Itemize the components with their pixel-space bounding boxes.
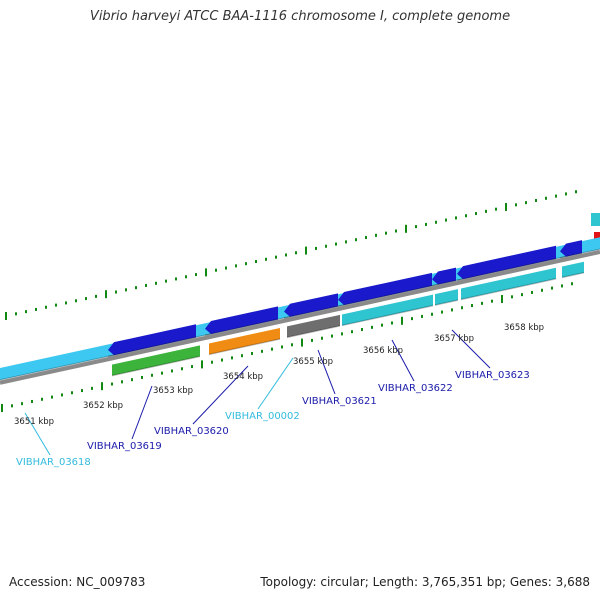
gene-labels: VIBHAR_03618 VIBHAR_03619 VIBHAR_03620 VIBH… xyxy=(16,370,530,468)
cds-block-orange-edge xyxy=(208,338,281,356)
cds-block-gray xyxy=(287,314,340,338)
cds-block-teal-3 xyxy=(461,267,556,300)
gene-arrow-6 xyxy=(457,245,556,280)
cds-block-teal-top xyxy=(591,213,600,226)
gene-arrow-7 xyxy=(560,240,582,257)
gene-label-1: VIBHAR_03618 xyxy=(16,457,91,468)
cds-block-teal-4 xyxy=(562,261,584,278)
gene-arrow-4-edge xyxy=(337,285,433,308)
cds-block-gray-edge xyxy=(286,325,341,339)
label-leader-lines xyxy=(24,329,491,456)
scale-label-2: 3652 kbp xyxy=(83,401,123,411)
gene-arrow-4 xyxy=(338,272,432,306)
cds-block-teal-3-edge xyxy=(460,278,557,301)
gene-label-4: VIBHAR_00002 xyxy=(225,411,300,422)
cds-block-orange xyxy=(209,327,280,355)
gene-arrow-1 xyxy=(108,324,196,356)
gene-label-7: VIBHAR_03623 xyxy=(455,370,530,381)
gene-label-3: VIBHAR_03620 xyxy=(154,426,229,437)
gene-label-2: VIBHAR_03619 xyxy=(87,441,162,452)
cds-block-teal-2-edge xyxy=(434,299,459,306)
scale-label-7: 3657 kbp xyxy=(434,334,474,344)
gene-arrow-1-edge xyxy=(107,336,197,358)
map-title: Vibrio harveyi ATCC BAA-1116 chromosome … xyxy=(89,9,511,24)
gene-arrow-7-edge xyxy=(559,252,583,259)
scale-labels: 3651 kbp 3652 kbp 3653 kbp 3654 kbp 3655 kbp… xyxy=(14,323,544,427)
accession-text: Accession: NC_009783 xyxy=(9,575,146,589)
gene-arrow-5 xyxy=(432,267,456,285)
gene-arrow-2 xyxy=(205,306,278,335)
cds-block-teal-1-edge xyxy=(341,304,434,327)
leader-line-1 xyxy=(24,412,51,456)
topology-summary: Topology: circular; Length: 3,765,351 bp… xyxy=(260,575,590,589)
leader-line-4 xyxy=(257,357,294,410)
scale-label-4: 3654 kbp xyxy=(223,372,263,382)
gene-arrow-5-edge xyxy=(431,279,457,287)
scale-label-3: 3653 kbp xyxy=(153,386,193,396)
leader-line-6 xyxy=(391,339,415,382)
chromosome-backbone xyxy=(0,250,600,385)
gene-track-cds xyxy=(111,213,600,377)
gene-arrow-3-edge xyxy=(283,305,339,319)
gene-arrow-6-edge xyxy=(456,258,557,282)
tick-track-upper xyxy=(5,190,577,320)
cds-block-teal-4-edge xyxy=(561,271,585,279)
scale-label-8: 3658 kbp xyxy=(504,323,544,333)
cds-block-green-edge xyxy=(111,355,201,377)
tick-track-lower xyxy=(1,282,573,412)
gene-label-6: VIBHAR_03622 xyxy=(378,383,453,394)
backbone-line xyxy=(0,250,600,385)
cds-block-teal-2 xyxy=(435,289,458,306)
leader-line-3 xyxy=(192,365,249,425)
scale-label-5: 3655 kbp xyxy=(293,357,333,367)
leader-line-5 xyxy=(317,349,336,395)
leader-line-7 xyxy=(451,329,491,369)
cds-block-teal-1 xyxy=(342,294,433,326)
cds-block-green xyxy=(112,345,200,376)
gene-arrow-2-edge xyxy=(204,318,279,337)
leader-line-2 xyxy=(131,385,153,440)
gene-track-strand xyxy=(0,237,600,381)
gene-arrow-3 xyxy=(284,293,338,317)
scale-label-1: 3651 kbp xyxy=(14,417,54,427)
gene-label-5: VIBHAR_03621 xyxy=(302,396,377,407)
scale-label-6: 3656 kbp xyxy=(363,346,403,356)
